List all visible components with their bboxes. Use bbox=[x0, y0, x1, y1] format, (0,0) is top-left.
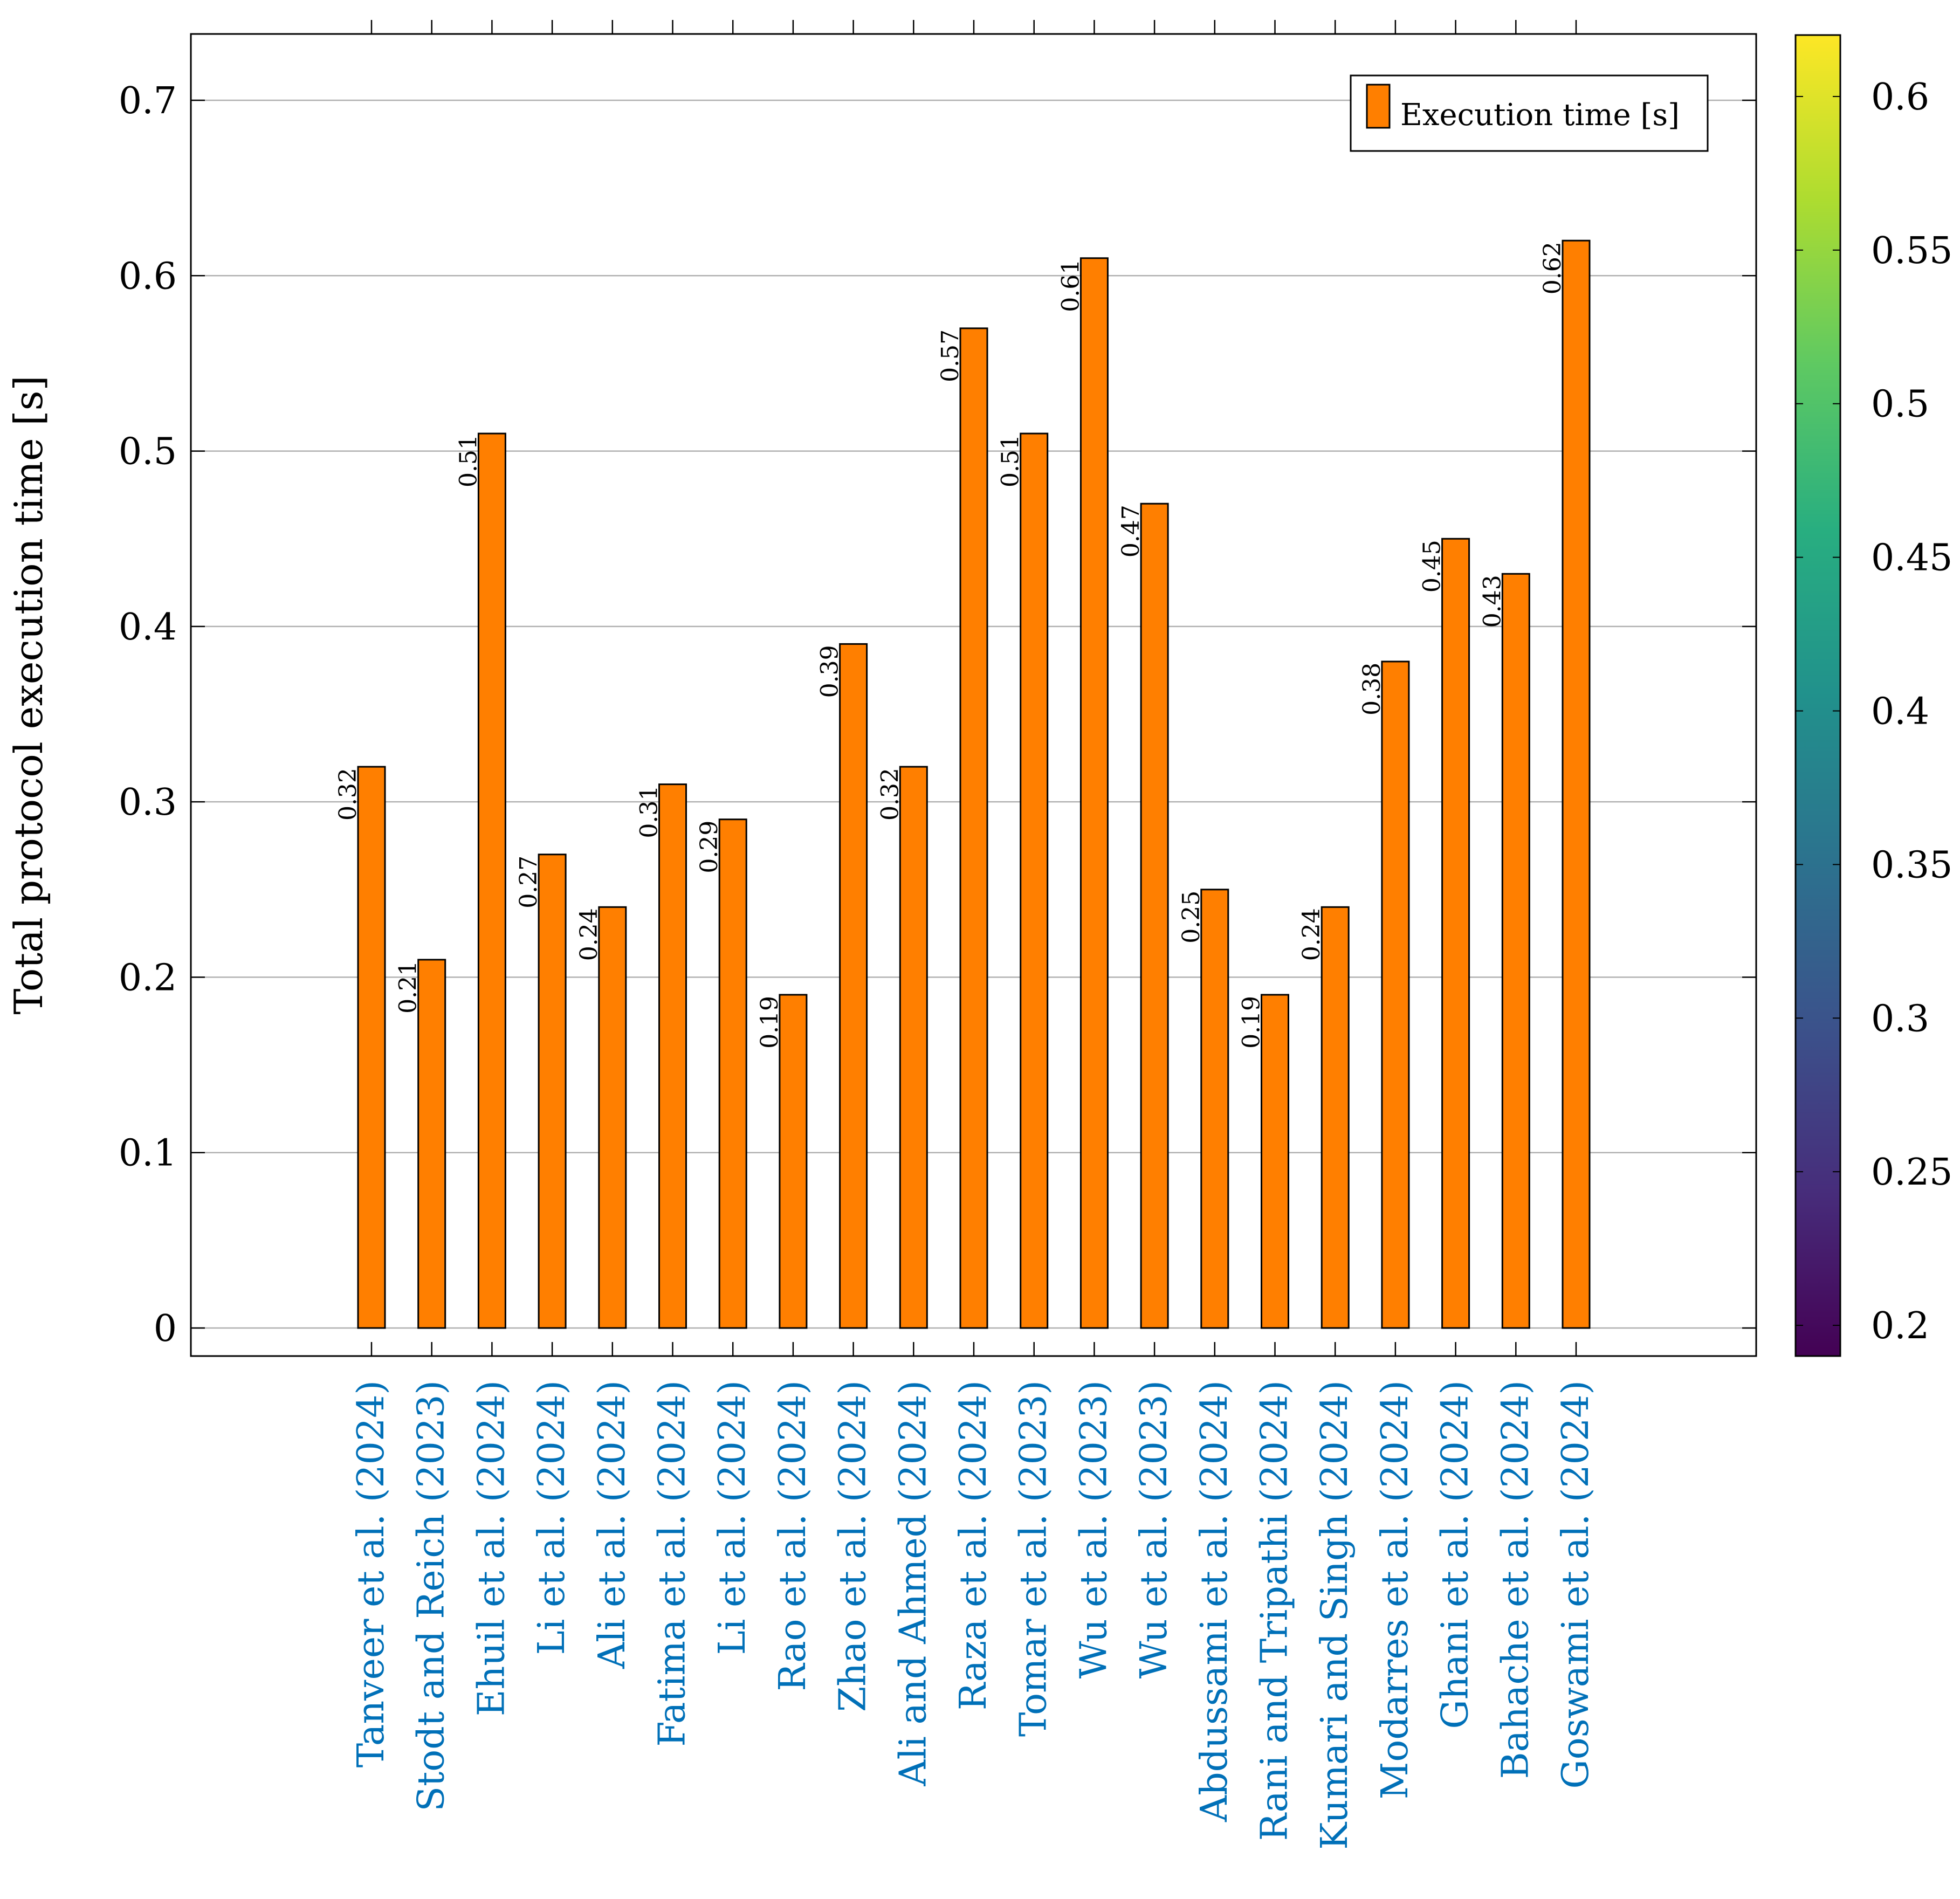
category-label: Ehuil et al. (2024) bbox=[470, 1380, 513, 1716]
category-label: Tomar et al. (2023) bbox=[1013, 1380, 1055, 1737]
category-label: Raza et al. (2024) bbox=[952, 1380, 995, 1710]
bar bbox=[477, 432, 506, 1329]
y-axis-label: Total protocol execution time [s] bbox=[6, 375, 51, 1014]
colorbar-tick-label: 0.45 bbox=[1871, 537, 1952, 580]
category-label: Zhao et al. (2024) bbox=[832, 1380, 875, 1712]
data-label: 0.24 bbox=[575, 908, 603, 961]
data-label: 0.25 bbox=[1178, 891, 1205, 944]
bar bbox=[1501, 573, 1530, 1329]
legend-box bbox=[1350, 74, 1709, 152]
data-label: 0.47 bbox=[1117, 505, 1145, 558]
y-tick-label: 0.2 bbox=[119, 957, 177, 999]
data-label: 0.31 bbox=[636, 786, 663, 838]
bars bbox=[357, 239, 1591, 1329]
data-label: 0.19 bbox=[1238, 996, 1266, 1049]
y-tick-label: 0 bbox=[154, 1308, 177, 1350]
data-label: 0.39 bbox=[816, 645, 844, 698]
category-label: Kumari and Singh (2024) bbox=[1313, 1380, 1356, 1850]
data-label: 0.61 bbox=[1057, 259, 1084, 312]
bar bbox=[1140, 503, 1169, 1329]
bar bbox=[1562, 239, 1591, 1329]
category-label: Bahache et al. (2024) bbox=[1494, 1380, 1537, 1779]
y-tick-label: 0.5 bbox=[119, 431, 177, 473]
bar bbox=[959, 327, 988, 1329]
data-label: 0.32 bbox=[334, 768, 362, 821]
data-labels: 0.32 0.21 0.51 0.27 0.24 0.31 0.29 0.19 0.39 0.32… bbox=[334, 242, 1566, 1049]
colorbar-tick-label: 0.4 bbox=[1871, 690, 1929, 733]
category-label: Modarres et al. (2024) bbox=[1374, 1380, 1416, 1799]
category-label: Ali et al. (2024) bbox=[591, 1380, 634, 1669]
category-label: Li et al. (2024) bbox=[531, 1380, 573, 1655]
colorbar-tick-label: 0.35 bbox=[1871, 844, 1952, 886]
category-label: Ghani et al. (2024) bbox=[1434, 1380, 1477, 1729]
data-label: 0.19 bbox=[756, 996, 783, 1049]
category-label: Rao et al. (2024) bbox=[772, 1380, 814, 1691]
data-label: 0.51 bbox=[455, 435, 482, 487]
data-label: 0.45 bbox=[1419, 540, 1446, 593]
bar bbox=[779, 994, 808, 1329]
colorbar-tick-label: 0.2 bbox=[1871, 1305, 1929, 1347]
category-label: Ali and Ahmed (2024) bbox=[892, 1380, 934, 1787]
bar bbox=[357, 766, 386, 1329]
data-label: 0.62 bbox=[1539, 242, 1566, 294]
data-label: 0.38 bbox=[1358, 663, 1386, 715]
bar bbox=[718, 818, 747, 1329]
x-axis: Tanveer et al. (2024) Stodt and Reich (20… bbox=[350, 20, 1597, 1850]
colorbar: 0.2 0.25 0.3 0.35 0.4 0.45 0.5 0.55 0.6 bbox=[1794, 34, 1952, 1357]
bar bbox=[839, 643, 868, 1329]
bar bbox=[899, 766, 928, 1329]
legend-label: Execution time [s] bbox=[1400, 98, 1680, 133]
legend: Execution time [s] bbox=[1350, 74, 1709, 152]
data-label: 0.29 bbox=[696, 821, 723, 873]
category-label: Goswami et al. (2024) bbox=[1555, 1380, 1597, 1789]
bar bbox=[1200, 889, 1229, 1329]
category-label: Li et al. (2024) bbox=[711, 1380, 754, 1655]
bar bbox=[1381, 660, 1410, 1329]
data-label: 0.27 bbox=[515, 856, 542, 909]
data-label: 0.32 bbox=[876, 768, 904, 821]
bar bbox=[1079, 257, 1109, 1329]
colorbar-tick-label: 0.25 bbox=[1871, 1151, 1952, 1194]
bar bbox=[658, 783, 687, 1329]
colorbar-tick-label: 0.5 bbox=[1871, 383, 1929, 426]
data-label: 0.51 bbox=[997, 435, 1024, 487]
category-label: Abdussami et al. (2024) bbox=[1193, 1380, 1236, 1822]
y-axis: 0 0.1 0.2 0.3 0.4 0.5 0.6 0.7 bbox=[119, 80, 1756, 1350]
category-label: Fatima et al. (2024) bbox=[651, 1380, 694, 1747]
bar bbox=[538, 854, 567, 1329]
bar bbox=[598, 906, 627, 1329]
y-tick-label: 0.1 bbox=[119, 1132, 177, 1175]
colorbar-tick-label: 0.6 bbox=[1871, 76, 1929, 119]
legend-swatch bbox=[1366, 84, 1391, 129]
data-label: 0.21 bbox=[395, 961, 422, 1014]
data-label: 0.57 bbox=[937, 329, 964, 382]
category-label: Rani and Tripathi (2024) bbox=[1254, 1380, 1296, 1841]
category-label: Tanveer et al. (2024) bbox=[350, 1380, 393, 1767]
colorbar-tick-label: 0.55 bbox=[1871, 230, 1952, 272]
data-label: 0.24 bbox=[1298, 908, 1325, 961]
category-label: Wu et al. (2023) bbox=[1072, 1380, 1115, 1678]
bar bbox=[1261, 994, 1289, 1329]
data-label: 0.43 bbox=[1478, 575, 1506, 628]
colorbar-gradient bbox=[1794, 34, 1841, 1357]
y-tick-label: 0.3 bbox=[119, 781, 177, 824]
category-label: Wu et al. (2023) bbox=[1133, 1380, 1175, 1678]
y-tick-label: 0.4 bbox=[119, 606, 177, 649]
bar bbox=[1020, 432, 1049, 1329]
y-tick-label: 0.7 bbox=[119, 80, 177, 122]
y-tick-label: 0.6 bbox=[119, 255, 177, 298]
bar bbox=[417, 959, 446, 1329]
colorbar-tick-label: 0.3 bbox=[1871, 997, 1929, 1040]
category-label: Stodt and Reich (2023) bbox=[410, 1380, 453, 1812]
bar bbox=[1441, 538, 1470, 1329]
bar bbox=[1321, 906, 1350, 1329]
